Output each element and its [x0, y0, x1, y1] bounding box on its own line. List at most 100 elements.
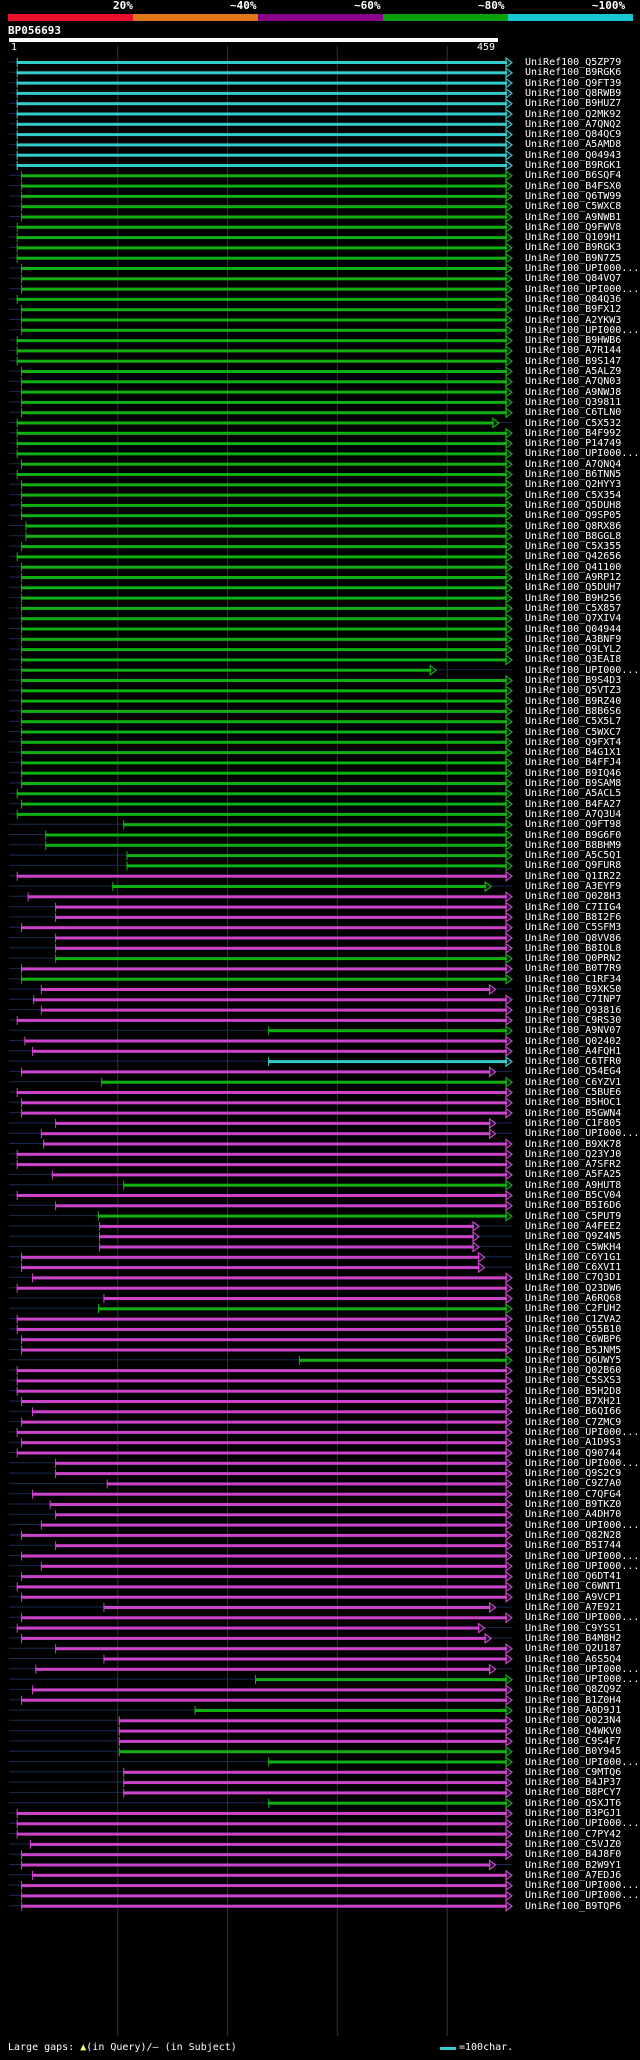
hit-bar[interactable]	[32, 1688, 507, 1692]
hit-label[interactable]: UniRef100_A9NV07	[525, 1025, 622, 1037]
hit-label[interactable]: UniRef100_B4M8H2	[525, 1632, 622, 1644]
hit-bar[interactable]	[16, 164, 507, 167]
hit-bar[interactable]	[16, 1327, 507, 1331]
hit-bar[interactable]	[16, 1389, 507, 1393]
hit-label[interactable]: UniRef100_Q9SP05	[525, 510, 622, 522]
hit-label[interactable]: UniRef100_A7QNQ2	[525, 118, 622, 130]
hit-bar[interactable]	[21, 802, 508, 806]
hit-label[interactable]: UniRef100_Q9S2C9	[525, 1468, 622, 1480]
hit-bar[interactable]	[118, 1750, 508, 1754]
hit-bar[interactable]	[24, 1039, 507, 1043]
hit-label[interactable]: UniRef100_UPI000...	[525, 1880, 640, 1892]
hit-label[interactable]: UniRef100_A9NWJ8	[525, 386, 622, 398]
hit-label[interactable]: UniRef100_B5CV04	[525, 1190, 622, 1201]
hit-bar[interactable]	[40, 1564, 508, 1568]
hit-bar[interactable]	[21, 493, 508, 497]
hit-bar[interactable]	[40, 1008, 508, 1012]
hit-label[interactable]: UniRef100_Q2MK92	[525, 108, 622, 120]
hit-label[interactable]: UniRef100_UPI000...	[525, 1663, 640, 1675]
hit-bar[interactable]	[21, 318, 508, 322]
hit-bar[interactable]	[55, 1204, 507, 1208]
hit-bar[interactable]	[21, 699, 508, 703]
hit-label[interactable]: UniRef100_B4J8F0	[525, 1849, 622, 1861]
hit-bar[interactable]	[126, 854, 508, 858]
hit-label[interactable]: UniRef100_Q55B10	[525, 1323, 622, 1335]
hit-bar[interactable]	[40, 988, 491, 991]
hit-bar[interactable]	[21, 328, 508, 332]
hit-bar[interactable]	[21, 411, 508, 415]
hit-label[interactable]: UniRef100_C5PUT9	[525, 1210, 622, 1222]
hit-label[interactable]: UniRef100_A3BNF9	[525, 633, 622, 645]
hit-label[interactable]: UniRef100_B9S4D3	[525, 675, 622, 686]
hit-label[interactable]: UniRef100_B0Y945	[525, 1746, 622, 1758]
hit-label[interactable]: UniRef100_UPI000...	[525, 1457, 640, 1469]
hit-bar[interactable]	[16, 1585, 507, 1589]
hit-bar[interactable]	[21, 648, 508, 652]
hit-label[interactable]: UniRef100_B6SQF4	[525, 170, 622, 182]
hit-label[interactable]: UniRef100_Q023N4	[525, 1715, 622, 1727]
hit-label[interactable]: UniRef100_C7IIG4	[525, 901, 622, 913]
hit-bar[interactable]	[21, 1595, 508, 1599]
hit-bar[interactable]	[21, 267, 508, 270]
hit-bar[interactable]	[21, 1420, 508, 1424]
hit-label[interactable]: UniRef100_B9HWB6	[525, 335, 622, 347]
hit-label[interactable]: UniRef100_Q3EAI8	[525, 654, 622, 666]
hit-label[interactable]: UniRef100_A0D9J1	[525, 1705, 622, 1716]
hit-label[interactable]: UniRef100_Q9FXT4	[525, 736, 622, 748]
hit-label[interactable]: UniRef100_Q90744	[525, 1447, 622, 1459]
hit-bar[interactable]	[21, 565, 508, 569]
hit-bar[interactable]	[16, 359, 507, 363]
hit-label[interactable]: UniRef100_B9H256	[525, 592, 622, 604]
hit-bar[interactable]	[194, 1709, 507, 1712]
hit-bar[interactable]	[123, 1791, 508, 1795]
hit-label[interactable]: UniRef100_C7INP7	[525, 994, 622, 1006]
hit-bar[interactable]	[268, 1060, 507, 1064]
hit-label[interactable]: UniRef100_Q028H3	[525, 891, 622, 903]
hit-bar[interactable]	[21, 1894, 508, 1898]
hit-label[interactable]: UniRef100_C5X857	[525, 602, 622, 614]
hit-bar[interactable]	[21, 215, 508, 219]
hit-label[interactable]: UniRef100_C9S4F7	[525, 1735, 622, 1747]
hit-label[interactable]: UniRef100_B8GGL8	[525, 530, 622, 542]
hit-label[interactable]: UniRef100_Q8VV86	[525, 932, 622, 944]
hit-bar[interactable]	[16, 1317, 507, 1321]
hit-label[interactable]: UniRef100_UPI000...	[525, 1426, 640, 1438]
hit-bar[interactable]	[16, 236, 507, 240]
hit-bar[interactable]	[16, 812, 507, 816]
hit-label[interactable]: UniRef100_B8I2F6	[525, 911, 622, 923]
hit-bar[interactable]	[16, 1812, 507, 1815]
hit-bar[interactable]	[21, 1636, 487, 1640]
hit-label[interactable]: UniRef100_B7XH21	[525, 1396, 622, 1407]
hit-bar[interactable]	[21, 390, 508, 394]
hit-label[interactable]: UniRef100_UPI000...	[525, 1560, 640, 1572]
hit-bar[interactable]	[21, 782, 508, 785]
hit-label[interactable]: UniRef100_C1F805	[525, 1117, 622, 1129]
hit-label[interactable]: UniRef100_B5GWN4	[525, 1107, 622, 1119]
hit-bar[interactable]	[16, 133, 507, 137]
hit-label[interactable]: UniRef100_Q23YJ0	[525, 1148, 622, 1160]
hit-label[interactable]: UniRef100_B4JP37	[525, 1777, 622, 1789]
hit-label[interactable]: UniRef100_B4FFJ4	[525, 757, 622, 769]
hit-bar[interactable]	[21, 1853, 508, 1857]
hit-label[interactable]: UniRef100_C7QFG4	[525, 1488, 622, 1500]
hit-bar[interactable]	[21, 637, 508, 641]
hit-bar[interactable]	[21, 400, 508, 404]
hit-label[interactable]: UniRef100_Q9LYL2	[525, 644, 622, 656]
hit-bar[interactable]	[99, 1224, 475, 1228]
hit-bar[interactable]	[21, 1698, 508, 1702]
hit-bar[interactable]	[21, 967, 508, 971]
hit-bar[interactable]	[21, 1616, 508, 1620]
hit-bar[interactable]	[16, 1163, 507, 1167]
hit-label[interactable]: UniRef100_B8B6S6	[525, 705, 622, 717]
hit-label[interactable]: UniRef100_A7QNQ4	[525, 458, 622, 470]
hit-bar[interactable]	[21, 586, 508, 590]
hit-bar[interactable]	[16, 143, 507, 147]
hit-label[interactable]: UniRef100_UPI000...	[525, 1128, 640, 1140]
hit-bar[interactable]	[21, 576, 508, 579]
hit-label[interactable]: UniRef100_C5X532	[525, 417, 622, 429]
hit-bar[interactable]	[45, 843, 507, 847]
hit-bar[interactable]	[21, 596, 508, 600]
hit-bar[interactable]	[99, 1245, 475, 1249]
hit-bar[interactable]	[16, 1451, 507, 1455]
hit-bar[interactable]	[298, 1358, 507, 1362]
